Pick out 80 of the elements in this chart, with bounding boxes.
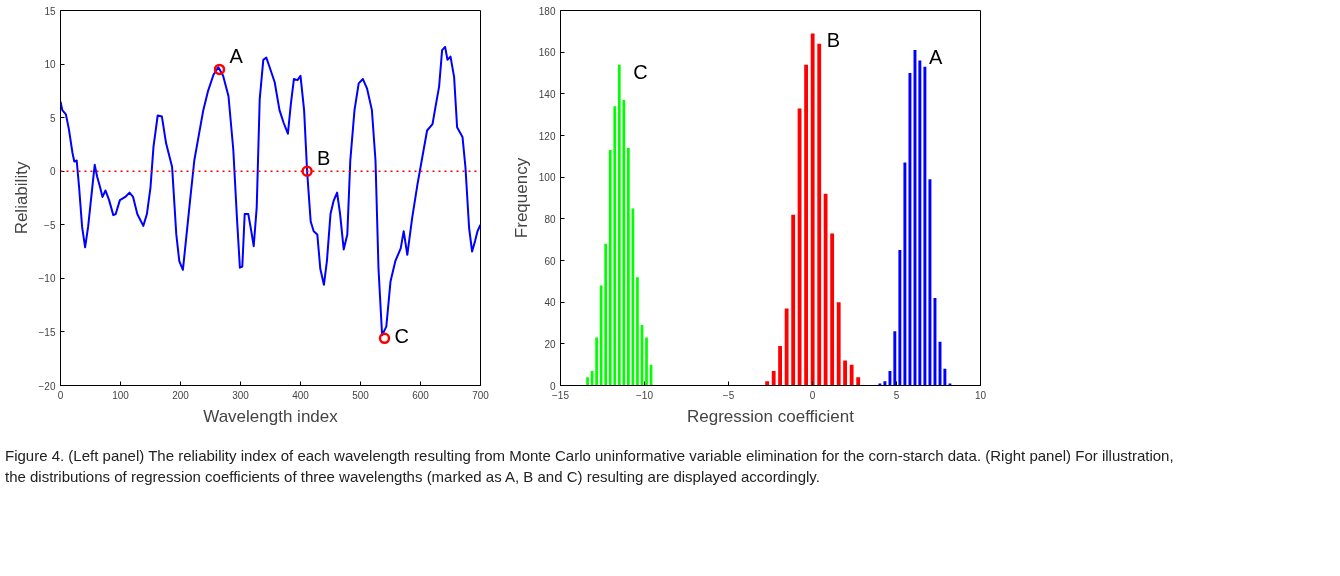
- point: [213, 63, 226, 76]
- y-tick-label: 120: [538, 130, 556, 142]
- bar: [908, 73, 912, 386]
- bar: [613, 106, 617, 386]
- y-tick-label: 80: [544, 213, 556, 225]
- bar: [830, 233, 835, 386]
- x-tick-label: 300: [232, 389, 250, 401]
- series-label: B: [826, 29, 841, 52]
- x-tick-label: −5: [722, 389, 735, 401]
- bar: [843, 360, 848, 386]
- bar: [586, 377, 589, 386]
- bar: [823, 193, 828, 386]
- bar: [928, 179, 932, 386]
- y-tick-label: 180: [538, 5, 556, 17]
- bar: [888, 370, 892, 386]
- y-tick-label: 20: [544, 338, 556, 350]
- bar: [784, 308, 789, 386]
- x-tick-label: 700: [472, 389, 490, 401]
- bar: [923, 66, 927, 386]
- x-axis-title: Regression coefficient: [687, 406, 855, 426]
- caption: Figure 4. (Left panel) The reliability index of each wavelength resulting from Monte Carlo uninformative variable elimination for the corn-starch data. (Right panel) For illustration, the distributions of regression coefficients of three wavelengths (marked as A, B and C) resulting are displayed accordingly.: [5, 446, 1175, 488]
- y-axis-title: Reliability: [11, 161, 31, 235]
- bar: [810, 33, 815, 386]
- y-tick-label: 160: [538, 47, 556, 59]
- bar: [903, 162, 907, 386]
- series-label: A: [928, 46, 943, 69]
- bar: [817, 43, 822, 386]
- bar: [893, 331, 897, 386]
- y-tick-label: 60: [544, 255, 556, 267]
- bar: [836, 302, 841, 386]
- y-tick-label: 140: [538, 88, 556, 100]
- bar: [849, 364, 854, 386]
- x-tick-label: −15: [552, 389, 570, 401]
- bar: [778, 345, 782, 386]
- y-tick-label: −10: [38, 273, 56, 285]
- bar: [617, 64, 621, 386]
- x-tick-label: 500: [352, 389, 370, 401]
- x-tick-label: 600: [412, 389, 430, 401]
- y-tick-label: 0: [49, 166, 56, 178]
- y-axis-title: Frequency: [511, 157, 531, 239]
- bar: [791, 214, 796, 386]
- bar: [771, 370, 776, 386]
- series-label: C: [633, 60, 648, 83]
- x-tick-label: 400: [292, 389, 310, 401]
- bar: [627, 148, 630, 386]
- bar: [595, 337, 598, 386]
- x-tick-label: 5: [893, 389, 900, 401]
- bar: [856, 377, 861, 386]
- bar: [765, 381, 770, 386]
- x-tick-label: 0: [809, 389, 816, 401]
- y-tick-label: 40: [544, 297, 556, 309]
- y-tick-label: 10: [44, 59, 56, 71]
- y-tick-label: −15: [38, 326, 56, 338]
- x-axis-title: Wavelength index: [203, 406, 339, 426]
- annotation: A: [229, 45, 244, 68]
- bar: [878, 383, 882, 386]
- bar: [918, 60, 922, 386]
- bar: [883, 381, 887, 386]
- x-tick-label: 100: [112, 389, 130, 401]
- bar: [645, 337, 648, 386]
- bar: [804, 64, 809, 386]
- bar: [948, 383, 952, 386]
- annotation: C: [394, 325, 409, 348]
- x-tick-label: 10: [974, 389, 987, 401]
- bar: [898, 250, 902, 386]
- y-tick-label: −20: [38, 380, 56, 392]
- bar: [943, 368, 947, 386]
- x-tick-label: 200: [172, 389, 190, 401]
- bar: [636, 277, 639, 386]
- point: [378, 332, 391, 345]
- x-tick-label: −10: [636, 389, 654, 401]
- y-tick-label: −5: [44, 219, 56, 231]
- annotation: B: [317, 147, 331, 170]
- bar: [604, 243, 608, 386]
- y-tick-label: 100: [538, 172, 556, 184]
- point: [301, 165, 313, 177]
- y-tick-label: 0: [549, 380, 556, 392]
- y-tick-label: 15: [44, 5, 56, 17]
- y-tick-label: 5: [49, 112, 56, 124]
- x-tick-label: 0: [57, 389, 64, 401]
